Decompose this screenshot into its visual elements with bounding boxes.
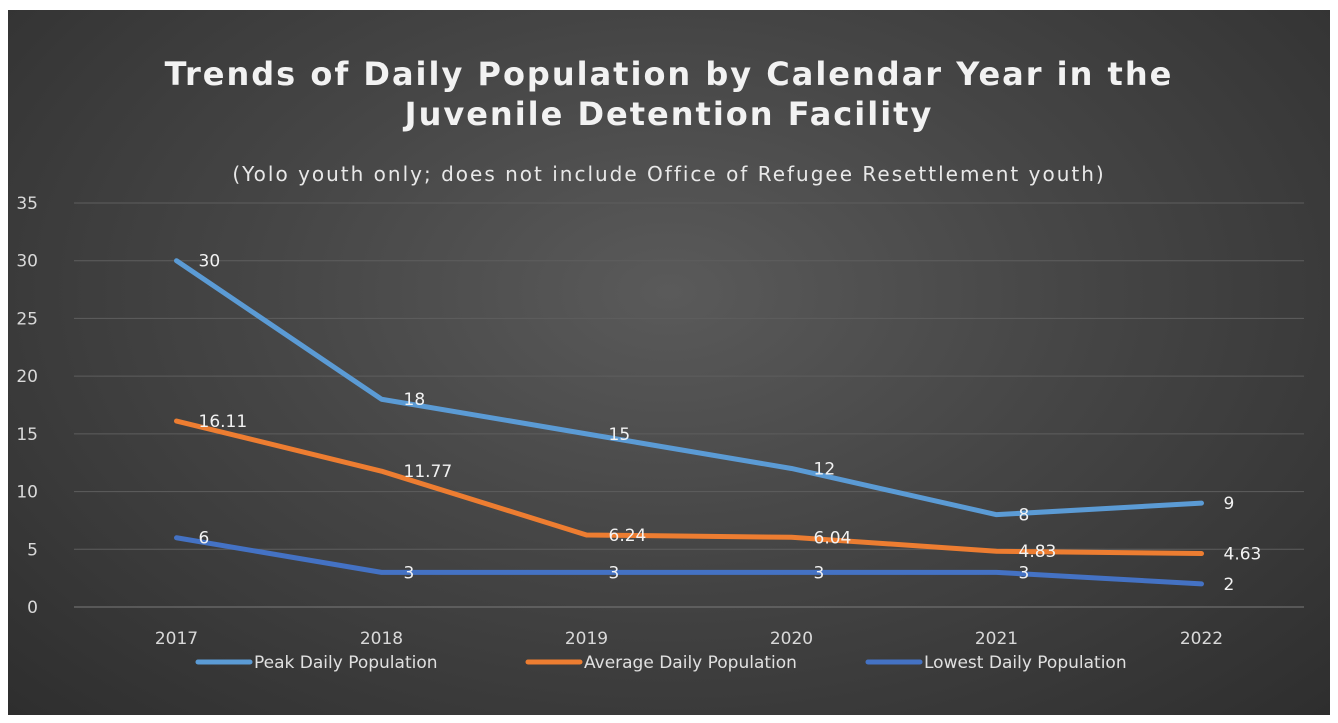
- data-label: 18: [404, 390, 426, 410]
- data-label: 9: [1224, 494, 1235, 514]
- data-label: 4.83: [1019, 542, 1057, 562]
- x-tick-label: 2021: [975, 629, 1018, 649]
- x-tick-label: 2020: [770, 629, 813, 649]
- data-label: 6.24: [609, 526, 647, 546]
- data-label: 11.77: [404, 462, 453, 482]
- chart-title: Trends of Daily Population by Calendar Y…: [8, 54, 1330, 134]
- series-line-1: [174, 258, 1204, 518]
- x-tick-label: 2017: [155, 629, 198, 649]
- y-tick-label: 5: [27, 540, 38, 560]
- chart-title-line-1: Trends of Daily Population by Calendar Y…: [164, 55, 1174, 93]
- y-tick-label: 15: [16, 425, 38, 445]
- data-label: 2: [1224, 575, 1235, 595]
- x-tick-label: 2018: [360, 629, 403, 649]
- chart-title-line-2: Juvenile Detention Facility: [404, 95, 934, 133]
- chart-frame: Trends of Daily Population by Calendar Y…: [8, 10, 1330, 715]
- data-label: 6: [199, 529, 210, 549]
- data-label: 3: [814, 563, 825, 583]
- legend-label: Average Daily Population: [584, 653, 797, 673]
- y-tick-label: 35: [16, 194, 38, 214]
- data-label: 4.63: [1224, 545, 1262, 565]
- data-label: 12: [814, 459, 836, 479]
- y-tick-label: 25: [16, 309, 38, 329]
- y-tick-label: 0: [27, 598, 38, 618]
- legend-label: Lowest Daily Population: [924, 653, 1127, 673]
- data-label: 6.04: [814, 528, 852, 548]
- legend-label: Peak Daily Population: [254, 653, 438, 673]
- y-tick-label: 20: [16, 367, 38, 387]
- line-chart: 0 5 10 15 20 25 30 35 2017 2018 2019 2020 2021 2022 3…: [16, 194, 1304, 673]
- data-label: 3: [404, 563, 415, 583]
- data-label: 3: [1019, 563, 1030, 583]
- data-label: 30: [199, 252, 221, 272]
- data-label: 8: [1019, 506, 1030, 526]
- x-tick-label: 2022: [1180, 629, 1223, 649]
- x-tick-label: 2019: [565, 629, 608, 649]
- data-label: 16.11: [199, 412, 248, 432]
- series-line-2: [174, 418, 1204, 557]
- series-line-3: [174, 535, 1204, 587]
- data-label: 3: [609, 563, 620, 583]
- y-tick-label: 10: [16, 483, 38, 503]
- y-tick-label: 30: [16, 252, 38, 272]
- data-label: 15: [609, 425, 631, 445]
- chart-subtitle: (Yolo youth only; does not include Offic…: [232, 162, 1106, 186]
